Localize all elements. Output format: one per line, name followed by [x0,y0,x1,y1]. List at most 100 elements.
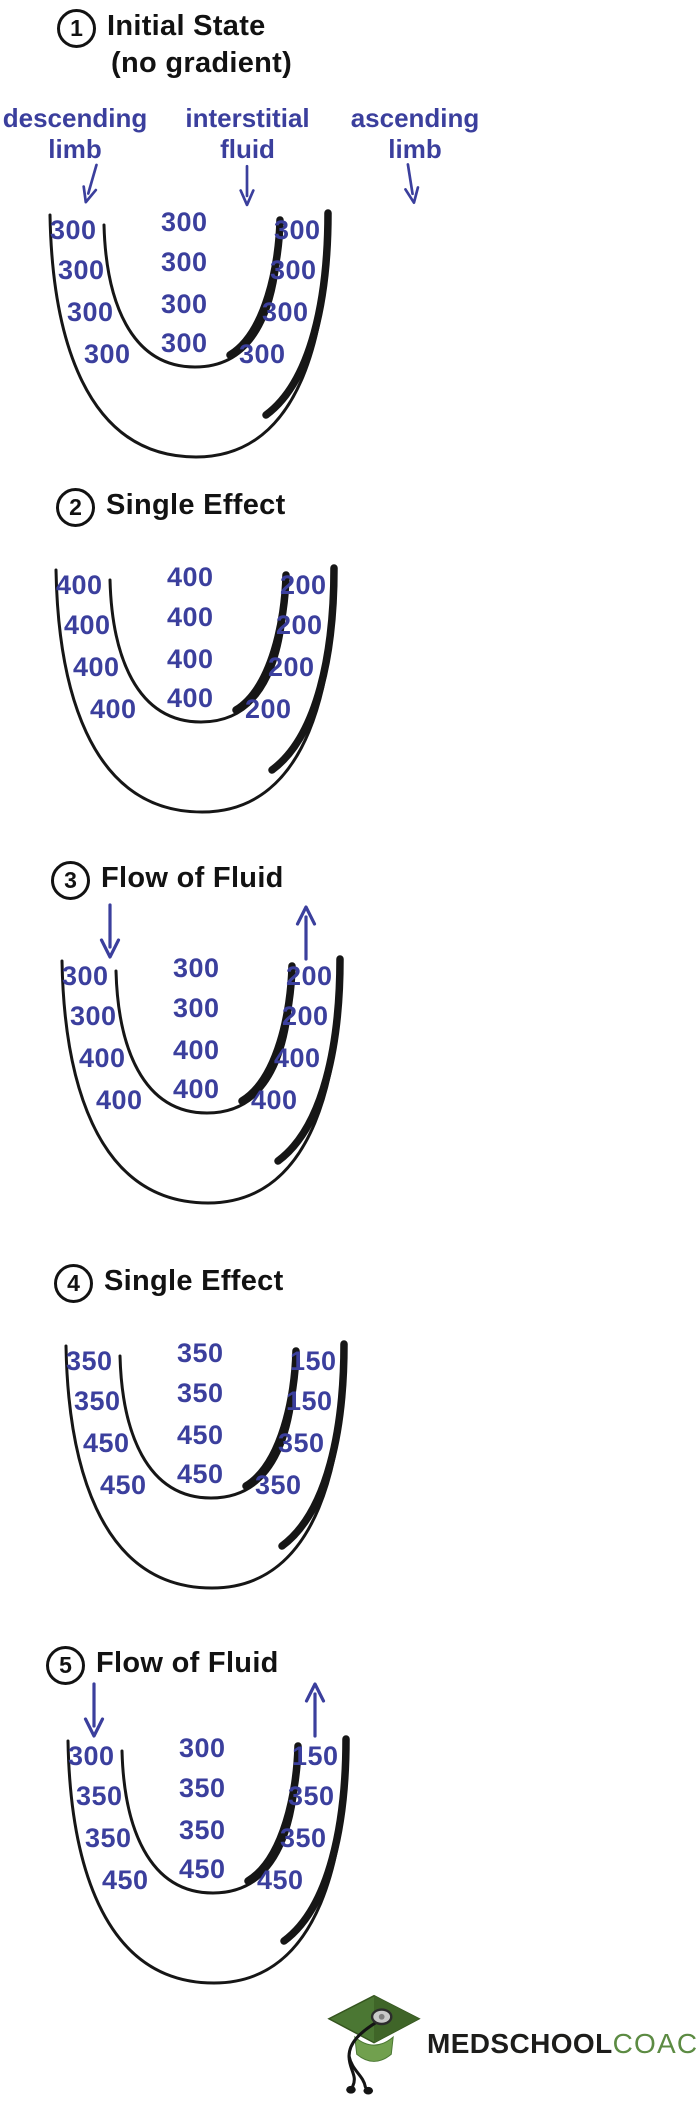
ascending-value-1: 150 [290,1346,337,1376]
ascending-value-4: 350 [255,1470,302,1500]
panel-single-effect-2: 4 Single Effect 350 350 450 450 350 350 … [0,1263,700,1641]
step-3-badge: 3 [51,861,90,900]
step-4-badge: 4 [54,1264,93,1303]
step-5-badge: 5 [46,1646,85,1685]
descending-value-4: 300 [84,339,131,369]
descending-value-3: 400 [79,1043,126,1073]
interstitial-value-1: 300 [179,1733,226,1763]
descending-value-1: 350 [66,1346,113,1376]
panel-1-title: 1 Initial State (no gradient) [57,8,292,82]
descending-value-2: 300 [58,255,105,285]
ascending-value-2: 200 [276,610,323,640]
descending-value-3: 450 [83,1428,130,1458]
panel-2-title-text: Single Effect [106,489,286,521]
ascending-limb-label-line2: limb [388,133,442,164]
interstitial-fluid-label-line2: fluid [220,133,275,164]
panel-5-title: 5 Flow of Fluid [46,1645,279,1685]
descending-value-2: 300 [70,1001,117,1031]
descending-value-2: 350 [76,1781,123,1811]
ascending-value-2: 300 [270,255,317,285]
loop-of-henle-diagram-5: 300 350 350 450 300 350 350 450 150 350 … [56,1731,376,2001]
ascending-value-4: 300 [239,339,286,369]
interstitial-value-4: 400 [167,683,214,713]
ascending-limb-label: ascending limb [345,103,485,164]
loop-of-henle-diagram-4: 350 350 450 450 350 350 450 450 150 150 … [54,1336,374,1606]
ascending-value-4: 400 [251,1085,298,1115]
interstitial-value-4: 400 [173,1074,220,1104]
logo-text-medschool: MEDSCHOOL [427,2028,613,2059]
descending-value-4: 400 [96,1085,143,1115]
interstitial-value-3: 300 [161,289,208,319]
ascending-value-3: 200 [268,652,315,682]
interstitial-value-3: 350 [179,1815,226,1845]
panel-1-subtitle-text: (no gradient) [111,47,293,80]
interstitial-value-1: 300 [173,953,220,983]
panel-flow-of-fluid-1: 3 Flow of Fluid 300 300 400 400 300 300 … [0,860,700,1260]
panel-4-title-text: Single Effect [104,1265,284,1297]
panel-1-title-text: Initial State [107,10,266,42]
panel-5-title-text: Flow of Fluid [96,1647,279,1679]
loop-of-henle-diagram-1: 300 300 300 300 300 300 300 300 300 300 … [38,205,358,475]
ascending-value-4: 200 [245,694,292,724]
ascending-value-3: 350 [280,1823,327,1853]
interstitial-value-1: 300 [161,207,208,237]
descending-value-4: 450 [100,1470,147,1500]
panel-flow-of-fluid-2: 5 Flow of Fluid 300 350 350 450 300 350 … [0,1645,700,2045]
ascending-value-3: 350 [278,1428,325,1458]
medschoolcoach-logo: MEDSCHOOLCOACH [326,1992,700,2104]
interstitial-value-2: 400 [167,602,214,632]
interstitial-value-2: 300 [161,247,208,277]
descending-limb-label-line1: descending [2,103,148,133]
ascending-value-2: 150 [286,1386,333,1416]
ascending-value-1: 300 [274,215,321,245]
interstitial-value-2: 350 [177,1378,224,1408]
descending-value-2: 400 [64,610,111,640]
ascending-value-1: 200 [286,961,333,991]
step-1-badge: 1 [57,9,96,48]
label-pointer-down-arrow-icon [76,158,107,209]
logo-text-coach: COACH [612,2028,700,2059]
interstitial-value-2: 300 [173,993,220,1023]
label-pointer-down-arrow-icon [398,159,423,209]
interstitial-value-4: 300 [161,328,208,358]
interstitial-value-2: 350 [179,1773,226,1803]
ascending-value-2: 350 [288,1781,335,1811]
ascending-limb-label-line1: ascending [350,103,480,133]
descending-value-1: 400 [56,570,103,600]
interstitial-fluid-label-line1: interstitial [185,103,310,133]
descending-limb-label-line2: limb [48,133,102,164]
descending-value-3: 350 [85,1823,132,1853]
loop-of-henle-diagram-3: 300 300 400 400 300 300 400 400 200 200 … [50,951,370,1221]
panel-single-effect-1: 2 Single Effect 400 400 400 400 400 400 … [0,487,700,857]
loop-of-henle-diagram-2: 400 400 400 400 400 400 400 400 200 200 … [44,560,364,830]
ascending-value-4: 450 [257,1865,304,1895]
interstitial-fluid-label: interstitial fluid [170,103,325,164]
panel-3-title: 3 Flow of Fluid [51,860,284,900]
descending-value-1: 300 [62,961,109,991]
panel-2-title: 2 Single Effect [56,487,286,527]
panel-3-title-text: Flow of Fluid [101,862,284,894]
interstitial-value-4: 450 [179,1854,226,1884]
ascending-value-2: 200 [282,1001,329,1031]
descending-value-3: 400 [73,652,120,682]
label-pointer-down-arrow-icon [238,163,256,209]
descending-limb-label: descending limb [0,103,150,164]
descending-value-2: 350 [74,1386,121,1416]
interstitial-value-4: 450 [177,1459,224,1489]
step-2-badge: 2 [56,488,95,527]
ascending-value-3: 300 [262,297,309,327]
ascending-value-3: 400 [274,1043,321,1073]
interstitial-value-3: 450 [177,1420,224,1450]
descending-value-4: 400 [90,694,137,724]
descending-value-3: 300 [67,297,114,327]
ascending-value-1: 150 [292,1741,339,1771]
interstitial-value-3: 400 [173,1035,220,1065]
descending-value-4: 450 [102,1865,149,1895]
interstitial-value-1: 400 [167,562,214,592]
graduation-cap-stethoscope-icon [327,1994,421,2095]
descending-value-1: 300 [50,215,97,245]
descending-value-1: 300 [68,1741,115,1771]
panel-4-title: 4 Single Effect [54,1263,284,1303]
logo-wordmark: MEDSCHOOLCOACH [427,1992,700,2060]
panel-initial-state: 1 Initial State (no gradient) descending… [0,8,700,483]
